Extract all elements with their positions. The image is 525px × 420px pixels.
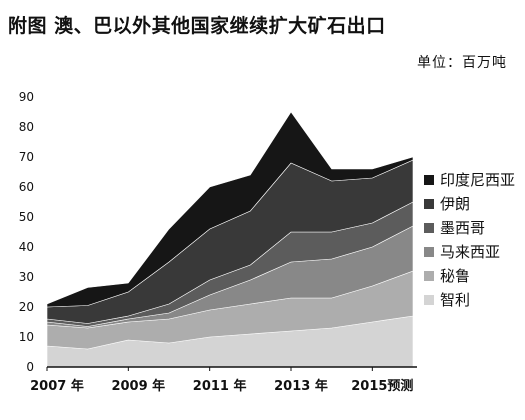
legend-swatch: [424, 271, 434, 281]
y-tick-label: 0: [26, 360, 34, 374]
y-tick-label: 80: [19, 120, 34, 134]
y-tick-label: 60: [19, 180, 34, 194]
y-tick-label: 90: [19, 90, 34, 104]
legend-label: 墨西哥: [440, 219, 485, 237]
legend-swatch: [424, 295, 434, 305]
y-tick-label: 20: [19, 300, 34, 314]
y-tick-label: 40: [19, 240, 34, 254]
legend-label: 伊朗: [440, 195, 470, 213]
legend-swatch: [424, 247, 434, 257]
y-tick-label: 50: [19, 210, 34, 224]
x-tick-label: 2013 年: [274, 378, 328, 394]
legend-swatch: [424, 199, 434, 209]
legend-label: 智利: [440, 291, 470, 309]
area-6: [46, 111, 414, 308]
chart-title: 附图 澳、巴以外其他国家继续扩大矿石出口: [8, 15, 386, 37]
legend-swatch: [424, 223, 434, 233]
legend-label: 秘鲁: [440, 267, 470, 285]
x-tick-label: 2007 年: [30, 378, 84, 394]
area-layers: [46, 111, 414, 368]
y-tick-label: 70: [19, 150, 34, 164]
x-tick-label: 2011 年: [193, 378, 247, 394]
x-tick-label: 2009 年: [111, 378, 165, 394]
x-tick-label: 2015预测: [351, 378, 413, 394]
legend-label: 印度尼西亚: [440, 171, 515, 189]
legend-swatch: [424, 175, 434, 185]
axes: 0 10 20 30 40 50 60 70 80 90 2007 年 2009 年 2011 年 201…: [19, 90, 417, 394]
legend-label: 马来西亚: [440, 243, 500, 261]
y-tick-label: 10: [19, 330, 34, 344]
title-bar: [0, 0, 525, 46]
unit-label: 单位：百万吨: [417, 55, 507, 71]
y-tick-label: 30: [19, 270, 34, 284]
